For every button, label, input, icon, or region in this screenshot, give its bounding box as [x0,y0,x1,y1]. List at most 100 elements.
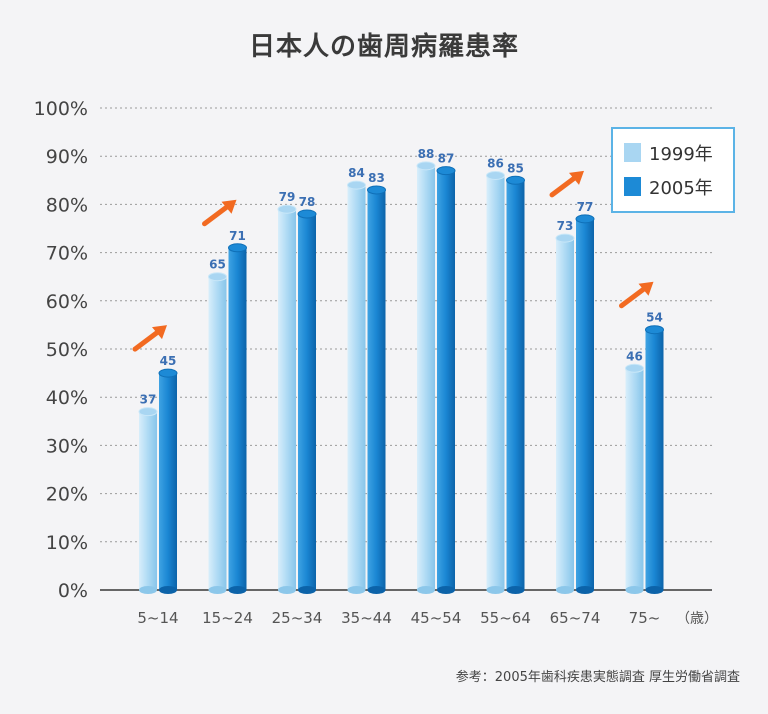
legend-box [611,127,735,213]
data-label: 84 [348,166,365,180]
bar [298,214,316,591]
y-tick-label: 50% [46,339,88,361]
legend-swatch [624,177,641,196]
bar-cap [228,243,247,253]
bar-cap [625,363,644,373]
bar-cap [506,175,525,185]
x-tick-label: 75~ [629,609,661,627]
y-tick-label: 0% [58,580,88,602]
y-tick-label: 90% [46,146,88,168]
x-tick-label: 35~44 [341,609,392,627]
bar-base [625,586,644,594]
increase-arrow-head [569,170,584,185]
bar-cap [297,209,317,219]
bar-cap [645,325,664,335]
bar-base [437,586,455,594]
data-label: 85 [507,161,524,175]
data-label: 71 [229,229,246,243]
data-label: 46 [626,349,643,363]
bar [417,165,435,590]
bar-cap [575,214,595,224]
bar-base [208,586,227,594]
bar-cap [277,204,297,214]
bar [228,247,247,590]
bar [645,329,664,590]
data-label: 88 [418,147,435,161]
bar-base [556,586,574,594]
increase-arrow-head [638,281,654,296]
y-tick-label: 80% [46,194,88,216]
legend: 1999年 2005年 [611,127,735,213]
y-tick-label: 20% [46,484,88,506]
bar-base [645,586,664,594]
y-tick-label: 100% [34,98,88,120]
bar-base [506,586,525,594]
bar [486,175,505,591]
bar [437,170,455,590]
legend-label: 1999年 [649,144,713,165]
bar-cap [486,170,505,180]
chart-title: 日本人の歯周病羅患率 [248,32,519,62]
bar [208,276,227,590]
increase-arrow [132,328,162,352]
bar-base [417,586,435,594]
x-axis-ticks: 5~14 15~24 25~34 35~44 45~54 55~64 65~74 75~ （歳） [137,609,718,627]
y-tick-label: 30% [46,435,88,457]
x-tick-label: 5~14 [137,609,178,627]
y-tick-label: 60% [46,291,88,313]
bar-base [367,586,386,594]
x-tick-label: 25~34 [272,609,323,627]
bar-base [298,586,316,594]
data-label: 54 [646,311,663,325]
increase-arrow [202,203,231,227]
data-label: 37 [140,393,157,407]
data-label: 77 [577,200,594,214]
legend-swatch [624,143,641,162]
increase-arrow-head [152,325,167,340]
bar-base [347,586,366,594]
y-tick-label: 40% [46,387,88,409]
y-tick-label: 10% [46,532,88,554]
bar [625,368,644,590]
bar-cap [555,233,575,243]
y-tick-label: 70% [46,243,88,265]
data-label: 65 [209,258,226,272]
bar [506,180,525,591]
data-label: 73 [557,219,574,233]
bar [139,411,157,590]
x-tick-label: 65~74 [550,609,601,627]
source-note: 参考：2005年歯科疾患実態調査 厚生労働省調査 [455,670,740,685]
bar-cap [436,166,456,176]
x-axis-unit: （歳） [676,611,718,627]
increase-arrows [132,170,654,352]
bar-base [576,586,594,594]
bar [367,189,386,590]
y-axis-ticks: 0% 10% 20% 30% 40% 50% 60% 70% 80% 90% 100% [34,98,88,602]
bar-cap [158,368,178,378]
increase-arrow-head [221,199,237,214]
x-tick-label: 55~64 [480,609,531,627]
data-label: 78 [299,195,316,209]
bar [556,238,574,590]
bar-cap [367,185,386,195]
x-tick-label: 45~54 [411,609,462,627]
x-tick-label: 15~24 [202,609,253,627]
data-label: 87 [438,152,455,166]
bar [278,209,296,590]
bar [159,373,177,590]
data-label: 83 [368,171,385,185]
bar-cap [208,272,227,282]
legend-label: 2005年 [649,178,713,199]
increase-arrow [619,285,648,309]
bar-base [278,586,296,594]
grid-lines [100,107,712,591]
bar-base [159,586,177,594]
data-label: 45 [160,354,177,368]
bar-cap [347,180,366,190]
bar [347,185,366,590]
bar-cap [138,407,158,417]
increase-arrow [549,174,579,198]
data-label: 86 [487,156,504,170]
